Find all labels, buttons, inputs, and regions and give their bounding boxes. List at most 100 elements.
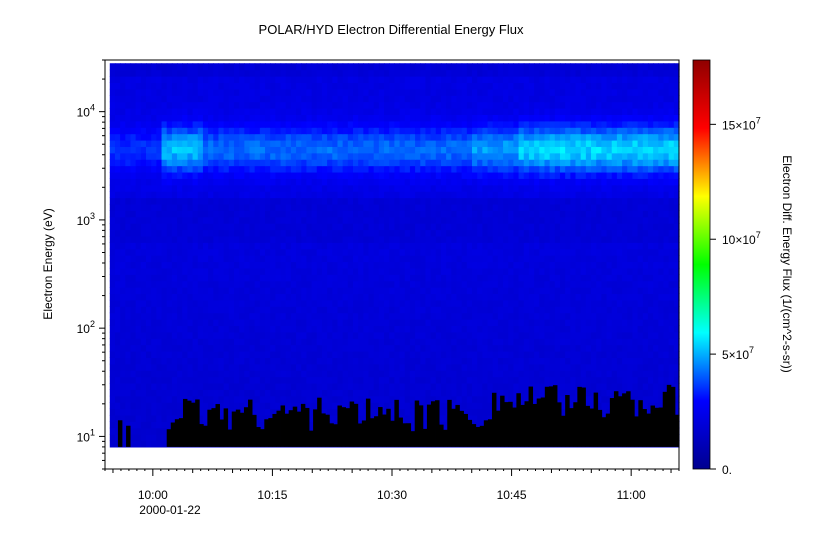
heatmap-cell	[580, 344, 587, 352]
heatmap-cell	[492, 216, 499, 224]
heatmap-cell	[451, 171, 458, 179]
heatmap-cell	[575, 363, 582, 371]
heatmap-cell	[166, 350, 173, 358]
heatmap-cell	[534, 235, 540, 243]
heatmap-cell	[140, 197, 147, 205]
heatmap-cell	[487, 229, 494, 237]
heatmap-cell	[177, 363, 183, 371]
heatmap-cell	[456, 223, 463, 231]
heatmap-cell	[156, 382, 163, 390]
heatmap-cell	[632, 338, 639, 346]
heatmap-cell	[668, 287, 675, 295]
heatmap-cell	[218, 255, 225, 263]
heatmap-cell	[492, 338, 499, 346]
heatmap-cell	[182, 344, 188, 352]
heatmap-cell	[534, 325, 540, 333]
heatmap-cell	[663, 299, 670, 307]
heatmap-cell	[508, 267, 515, 275]
heatmap-cell	[161, 382, 168, 390]
heatmap-cell	[135, 152, 142, 160]
heatmap-cell	[280, 287, 287, 295]
heatmap-cell	[528, 319, 535, 327]
heatmap-cell	[544, 184, 551, 192]
heatmap-cell	[389, 229, 395, 237]
heatmap-cell	[342, 203, 349, 211]
heatmap-cell	[585, 287, 592, 295]
heatmap-cell	[373, 267, 380, 275]
heatmap-cell	[171, 255, 178, 263]
heatmap-cell	[446, 184, 452, 192]
heatmap-cell	[627, 344, 634, 352]
heatmap-cell	[415, 299, 421, 307]
heatmap-cell	[601, 350, 608, 358]
heatmap-cell	[239, 382, 245, 390]
heatmap-cell	[135, 427, 142, 435]
heatmap-cell	[290, 363, 297, 371]
heatmap-cell	[187, 178, 194, 186]
heatmap-cell	[601, 395, 608, 403]
heatmap-cell	[642, 344, 649, 352]
heatmap-cell	[415, 242, 421, 250]
heatmap-cell	[384, 319, 390, 327]
heatmap-cell	[306, 242, 313, 250]
heatmap-cell	[363, 344, 370, 352]
heatmap-cell	[518, 293, 525, 301]
heatmap-cell	[668, 319, 675, 327]
heatmap-cell	[151, 229, 157, 237]
heatmap-cell	[482, 287, 489, 295]
heatmap-cell	[156, 421, 163, 429]
heatmap-cell	[146, 395, 152, 403]
heatmap-cell	[337, 255, 344, 263]
heatmap-cell	[332, 261, 339, 269]
heatmap-cell	[358, 370, 364, 378]
heatmap-cell	[197, 370, 204, 378]
heatmap-cell	[202, 178, 209, 186]
heatmap-cell	[125, 152, 132, 160]
heatmap-cell	[606, 357, 613, 365]
heatmap-cell	[265, 344, 271, 352]
heatmap-cell	[146, 255, 152, 263]
heatmap-cell	[363, 223, 370, 231]
heatmap-cell	[166, 165, 173, 173]
heatmap-cell	[451, 402, 458, 410]
heatmap-cell	[534, 376, 540, 384]
heatmap-cell	[508, 210, 515, 218]
heatmap-cell	[109, 178, 116, 186]
heatmap-cell	[151, 165, 157, 173]
heatmap-cell	[311, 293, 318, 301]
heatmap-cell	[327, 191, 333, 199]
heatmap-cell	[451, 287, 458, 295]
heatmap-cell	[518, 299, 525, 307]
heatmap-cell	[456, 344, 463, 352]
heatmap-cell	[301, 165, 308, 173]
heatmap-cell	[544, 203, 551, 211]
heatmap-cell	[539, 210, 546, 218]
heatmap-cell	[575, 357, 582, 365]
heatmap-cell	[228, 191, 235, 199]
heatmap-cell	[497, 376, 504, 384]
heatmap-cell	[347, 306, 354, 314]
heatmap-cell	[456, 280, 463, 288]
heatmap-cell	[177, 165, 183, 173]
heatmap-cell	[239, 287, 245, 295]
heatmap-cell	[213, 338, 220, 346]
heatmap-cell	[140, 427, 147, 435]
heatmap-cell	[109, 248, 116, 256]
heatmap-cell	[358, 382, 364, 390]
heatmap-cell	[384, 331, 390, 339]
heatmap-cell	[363, 389, 370, 397]
heatmap-cell	[425, 350, 432, 358]
heatmap-cell	[653, 293, 659, 301]
heatmap-cell	[528, 210, 535, 218]
heatmap-cell	[435, 274, 442, 282]
heatmap-cell	[673, 287, 680, 295]
heatmap-cell	[290, 370, 297, 378]
heatmap-cell	[658, 299, 665, 307]
heatmap-cell	[254, 229, 261, 237]
heatmap-cell	[549, 261, 556, 269]
heatmap-cell	[673, 402, 680, 410]
heatmap-cell	[311, 274, 318, 282]
heatmap-cell	[114, 223, 121, 231]
heatmap-cell	[140, 152, 147, 160]
heatmap-cell	[627, 357, 634, 365]
